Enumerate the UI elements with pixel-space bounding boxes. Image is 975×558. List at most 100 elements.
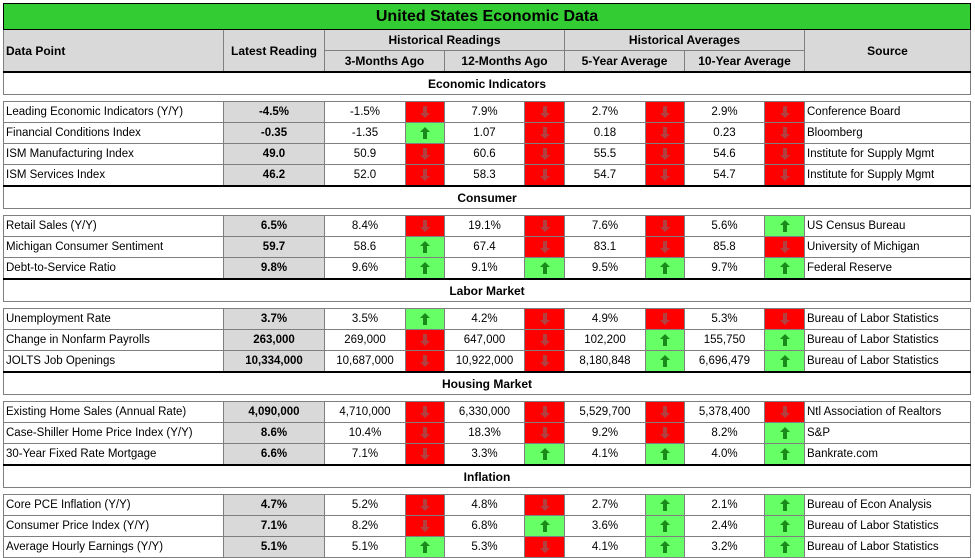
arrow-down-icon xyxy=(779,147,790,160)
arrow-down-icon xyxy=(779,240,790,253)
trend-up-cell xyxy=(405,236,445,258)
arrow-down-icon xyxy=(539,354,550,367)
source-name: Bureau of Econ Analysis xyxy=(803,494,972,516)
trend-down-cell xyxy=(645,236,685,258)
three-months-ago-value: 8.4% xyxy=(324,215,406,237)
five-year-average-value: 9.2% xyxy=(564,422,646,444)
header-latest-reading: Latest Reading xyxy=(223,29,325,73)
five-year-average-value: 102,200 xyxy=(564,329,646,351)
arrow-up-icon xyxy=(660,333,670,346)
arrow-down-icon xyxy=(420,219,430,232)
source-name: University of Michigan xyxy=(803,236,972,258)
table-row: ISM Services Index 46.2 52.0 58.3 54.7 54.7 In… xyxy=(3,164,972,187)
source-name: Federal Reserve xyxy=(803,257,972,280)
latest-reading: 10,334,000 xyxy=(223,350,325,373)
title-row: United States Economic Data xyxy=(2,3,972,30)
trend-down-cell xyxy=(405,350,445,373)
trend-down-cell xyxy=(764,143,805,165)
three-months-ago-value: 8.2% xyxy=(324,515,406,537)
table-row: Unemployment Rate 3.7% 3.5% 4.2% 4.9% 5.3% Bur… xyxy=(3,308,972,330)
section-title: Housing Market xyxy=(2,371,972,395)
ten-year-average-value: 155,750 xyxy=(684,329,765,351)
table-row: Change in Nonfarm Payrolls 263,000 269,000… xyxy=(3,329,972,351)
trend-down-cell xyxy=(524,164,565,187)
arrow-up-icon xyxy=(779,519,790,532)
section-spacer-cell xyxy=(3,487,971,495)
trend-up-cell xyxy=(405,536,445,558)
three-months-ago-value: 9.6% xyxy=(324,257,406,280)
five-year-average-value: 0.18 xyxy=(564,122,646,144)
trend-down-cell xyxy=(524,101,565,123)
source-name: Bureau of Labor Statistics xyxy=(803,308,972,330)
arrow-down-icon xyxy=(420,105,430,118)
header-row-2: 3-Months Ago 12-Months Ago 5-Year Averag… xyxy=(4,50,971,73)
arrow-down-icon xyxy=(660,426,670,439)
arrow-up-icon xyxy=(539,519,550,532)
twelve-months-ago-value: 1.07 xyxy=(444,122,525,144)
source-name: Ntl Association of Realtors xyxy=(803,401,972,423)
section-title: Economic Indicators xyxy=(2,71,972,95)
twelve-months-ago-value: 647,000 xyxy=(444,329,525,351)
table-title: United States Economic Data xyxy=(2,3,972,30)
arrow-down-icon xyxy=(539,333,550,346)
data-point-name: Case-Shiller Home Price Index (Y/Y) xyxy=(3,422,224,444)
source-name: Conference Board xyxy=(803,101,972,123)
trend-down-cell xyxy=(405,494,445,516)
latest-reading: 3.7% xyxy=(223,308,325,330)
twelve-months-ago-value: 5.3% xyxy=(444,536,525,558)
arrow-down-icon xyxy=(420,147,430,160)
trend-up-cell xyxy=(645,536,685,558)
table-row: Retail Sales (Y/Y) 6.5% 8.4% 19.1% 7.6% 5.6% U… xyxy=(3,215,972,237)
ten-year-average-value: 2.9% xyxy=(684,101,765,123)
trend-down-cell xyxy=(645,422,685,444)
trend-down-cell xyxy=(405,329,445,351)
data-point-name: Michigan Consumer Sentiment xyxy=(3,236,224,258)
ten-year-average-value: 5.6% xyxy=(684,215,765,237)
arrow-down-icon xyxy=(420,519,430,532)
twelve-months-ago-value: 7.9% xyxy=(444,101,525,123)
latest-reading: 7.1% xyxy=(223,515,325,537)
trend-down-cell xyxy=(764,236,805,258)
trend-down-cell xyxy=(764,101,805,123)
latest-reading: 6.6% xyxy=(223,443,325,466)
arrow-down-icon xyxy=(779,405,790,418)
latest-reading: 4.7% xyxy=(223,494,325,516)
latest-reading: 263,000 xyxy=(223,329,325,351)
trend-down-cell xyxy=(645,101,685,123)
source-name: Institute for Supply Mgmt xyxy=(803,164,972,187)
trend-down-cell xyxy=(764,164,805,187)
arrow-down-icon xyxy=(660,105,670,118)
header-10-year-average: 10-Year Average xyxy=(684,50,805,73)
trend-up-cell xyxy=(645,515,685,537)
arrow-up-icon xyxy=(660,261,670,274)
trend-down-cell xyxy=(524,122,565,144)
trend-up-cell xyxy=(524,257,565,280)
data-point-name: Retail Sales (Y/Y) xyxy=(3,215,224,237)
data-point-name: Leading Economic Indicators (Y/Y) xyxy=(3,101,224,123)
header-historical-averages: Historical Averages xyxy=(564,29,805,51)
trend-up-cell xyxy=(645,329,685,351)
ten-year-average-value: 4.0% xyxy=(684,443,765,466)
economic-data-table: United States Economic Data Data Point L… xyxy=(2,3,972,558)
arrow-down-icon xyxy=(539,147,550,160)
trend-up-cell xyxy=(764,215,805,237)
trend-down-cell xyxy=(764,401,805,423)
trend-down-cell xyxy=(645,164,685,187)
latest-reading: -4.5% xyxy=(223,101,325,123)
trend-up-cell xyxy=(764,536,805,558)
trend-up-cell xyxy=(764,443,805,466)
source-name: US Census Bureau xyxy=(803,215,972,237)
header-3-months-ago: 3-Months Ago xyxy=(324,50,445,73)
arrow-up-icon xyxy=(660,447,670,460)
section-header-row: Economic Indicators xyxy=(2,71,972,95)
data-point-name: Financial Conditions Index xyxy=(3,122,224,144)
trend-up-cell xyxy=(645,443,685,466)
trend-down-cell xyxy=(405,101,445,123)
source-name: Bureau of Labor Statistics xyxy=(803,536,972,558)
arrow-up-icon xyxy=(539,447,550,460)
economic-data-table-container: United States Economic Data Data Point L… xyxy=(2,3,972,558)
latest-reading: 49.0 xyxy=(223,143,325,165)
data-point-name: Debt-to-Service Ratio xyxy=(3,257,224,280)
table-row: Debt-to-Service Ratio 9.8% 9.6% 9.1% 9.5% 9.7… xyxy=(3,257,972,280)
data-point-name: ISM Services Index xyxy=(3,164,224,187)
